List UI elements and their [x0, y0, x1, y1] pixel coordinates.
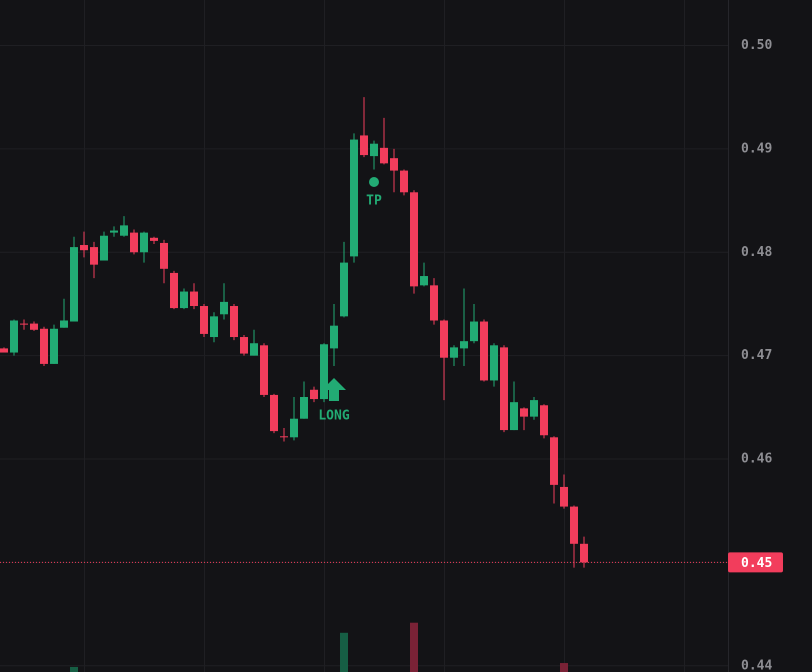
- y-tick-label: 0.50: [741, 38, 772, 53]
- last-price-tag: [728, 552, 783, 573]
- candle-body: [380, 147, 388, 164]
- candle-body: [150, 237, 158, 241]
- candle-body: [10, 320, 18, 353]
- volume-bar: [340, 632, 348, 672]
- candle-body: [420, 276, 428, 286]
- candle-body: [570, 506, 578, 544]
- candle-body: [0, 348, 8, 353]
- candle-body: [500, 347, 508, 431]
- candle-body: [340, 262, 348, 317]
- candle-body: [100, 235, 108, 261]
- candle-body: [460, 341, 468, 349]
- candle-body: [60, 320, 68, 328]
- candle-body: [270, 394, 278, 432]
- candle-body: [400, 170, 408, 193]
- candle-body: [230, 306, 238, 338]
- long-label: LONG: [318, 409, 349, 424]
- long-arrow: [322, 378, 346, 401]
- candle-body: [260, 345, 268, 395]
- last-price-label: 0.45: [741, 556, 772, 571]
- candle-body: [250, 343, 258, 356]
- candle-body: [200, 306, 208, 334]
- candle-body: [580, 543, 588, 563]
- candle-body: [450, 347, 458, 358]
- volume-bar: [70, 666, 78, 672]
- candle-body: [510, 402, 518, 431]
- candle-body: [20, 323, 28, 325]
- candle-body: [470, 321, 478, 342]
- candle-body: [120, 225, 128, 236]
- candle-body: [220, 301, 228, 315]
- candle-body: [360, 135, 368, 156]
- candle-body: [280, 436, 288, 438]
- tp-label: TP: [366, 194, 382, 209]
- candle-body: [40, 328, 48, 364]
- tp-dot: [369, 177, 379, 187]
- candle-body: [370, 143, 378, 157]
- candle-body: [290, 418, 298, 438]
- candle-body: [490, 345, 498, 381]
- candle-body: [130, 232, 138, 253]
- candle-body: [210, 316, 218, 338]
- candle-body: [390, 158, 398, 171]
- candle-body: [90, 247, 98, 265]
- candle-body: [540, 405, 548, 436]
- candle-body: [480, 321, 488, 381]
- candle-body: [410, 192, 418, 287]
- y-tick-label: 0.44: [741, 658, 772, 672]
- candle-body: [80, 245, 88, 251]
- candle-body: [70, 247, 78, 322]
- candle-body: [530, 400, 538, 417]
- candle-body: [170, 272, 178, 309]
- candle-body: [140, 232, 148, 253]
- candle-body: [240, 337, 248, 354]
- candle-body: [560, 486, 568, 507]
- candle-body: [330, 325, 338, 349]
- candle-body: [550, 437, 558, 485]
- candle-body: [350, 139, 358, 257]
- candle-body: [50, 328, 58, 364]
- candle-body: [320, 344, 328, 400]
- candle-body: [430, 285, 438, 321]
- volume-bar: [410, 622, 418, 672]
- y-tick-label: 0.47: [741, 348, 772, 363]
- candle-body: [160, 242, 168, 269]
- candle-body: [300, 396, 308, 419]
- y-tick-label: 0.49: [741, 141, 772, 156]
- candle-body: [110, 230, 118, 233]
- y-tick-label: 0.46: [741, 452, 772, 467]
- y-tick-label: 0.48: [741, 245, 772, 260]
- candle-body: [520, 408, 528, 417]
- volume-bar: [560, 663, 568, 672]
- candle-body: [190, 291, 198, 307]
- candle-body: [310, 389, 318, 400]
- candle-body: [30, 323, 38, 330]
- candle-body: [180, 291, 188, 309]
- candle-body: [440, 320, 448, 358]
